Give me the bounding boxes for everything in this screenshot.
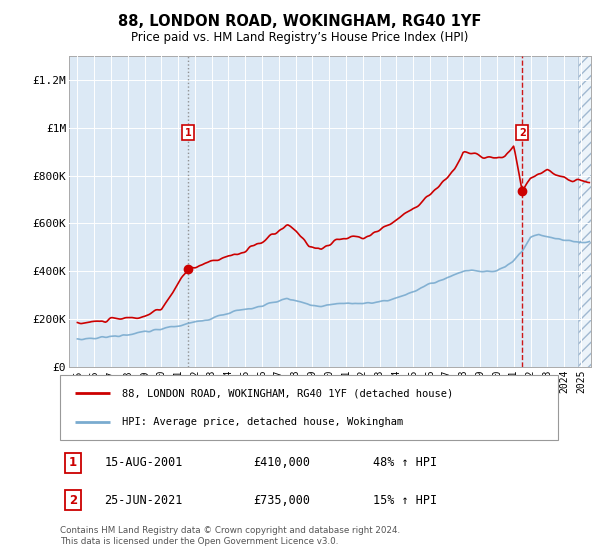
- Text: Contains HM Land Registry data © Crown copyright and database right 2024.
This d: Contains HM Land Registry data © Crown c…: [60, 526, 400, 546]
- Text: 25-JUN-2021: 25-JUN-2021: [104, 494, 183, 507]
- Text: 88, LONDON ROAD, WOKINGHAM, RG40 1YF: 88, LONDON ROAD, WOKINGHAM, RG40 1YF: [118, 14, 482, 29]
- Text: £735,000: £735,000: [253, 494, 310, 507]
- Text: Price paid vs. HM Land Registry’s House Price Index (HPI): Price paid vs. HM Land Registry’s House …: [131, 31, 469, 44]
- Text: 1: 1: [185, 128, 191, 138]
- Text: 15-AUG-2001: 15-AUG-2001: [104, 456, 183, 469]
- Bar: [578, 56, 591, 367]
- Text: 2: 2: [519, 128, 526, 138]
- FancyBboxPatch shape: [60, 375, 558, 440]
- Bar: [578, 56, 591, 367]
- Text: 2: 2: [69, 494, 77, 507]
- Text: HPI: Average price, detached house, Wokingham: HPI: Average price, detached house, Woki…: [122, 417, 404, 427]
- Text: £410,000: £410,000: [253, 456, 310, 469]
- Text: 15% ↑ HPI: 15% ↑ HPI: [373, 494, 437, 507]
- Text: 1: 1: [69, 456, 77, 469]
- Text: 88, LONDON ROAD, WOKINGHAM, RG40 1YF (detached house): 88, LONDON ROAD, WOKINGHAM, RG40 1YF (de…: [122, 388, 454, 398]
- Text: 48% ↑ HPI: 48% ↑ HPI: [373, 456, 437, 469]
